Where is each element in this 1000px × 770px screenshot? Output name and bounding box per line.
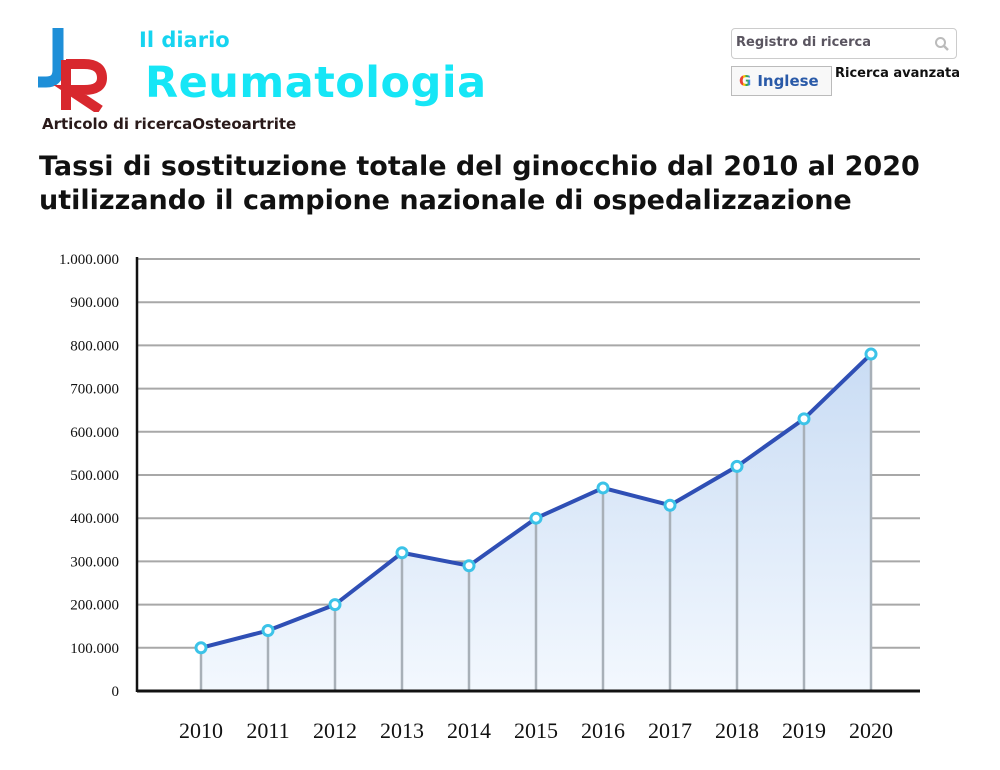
x-tick-label: 2017 xyxy=(648,718,692,743)
google-g-icon: G xyxy=(739,72,752,90)
y-tick-label: 0 xyxy=(112,684,120,700)
search-box[interactable] xyxy=(731,28,957,59)
x-tick-label: 2015 xyxy=(514,718,558,743)
journal-name[interactable]: Reumatologia xyxy=(145,58,487,108)
x-tick-label: 2010 xyxy=(179,718,223,743)
data-point xyxy=(596,481,610,495)
y-tick-label: 200.000 xyxy=(70,598,119,614)
x-tick-label: 2014 xyxy=(447,718,491,743)
data-point xyxy=(462,559,476,573)
y-tick-label: 800.000 xyxy=(70,338,119,354)
x-tick-label: 2019 xyxy=(782,718,826,743)
language-label: Inglese xyxy=(757,72,819,90)
x-tick-label: 2011 xyxy=(246,718,289,743)
data-point xyxy=(529,511,543,525)
y-tick-label: 400.000 xyxy=(70,511,119,527)
advanced-search-link[interactable]: Ricerca avanzata xyxy=(835,66,961,81)
data-point xyxy=(194,641,208,655)
y-tick-label: 500.000 xyxy=(70,468,119,484)
y-tick-label: 900.000 xyxy=(70,295,119,311)
x-tick-label: 2016 xyxy=(581,718,625,743)
y-tick-label: 100.000 xyxy=(70,641,119,657)
x-tick-label: 2013 xyxy=(380,718,424,743)
journal-logo xyxy=(38,28,108,112)
data-point xyxy=(797,412,811,426)
journal-subtitle: Il diario xyxy=(139,28,230,52)
chart-title: Tassi di sostituzione totale del ginocch… xyxy=(39,151,920,216)
y-tick-label: 600.000 xyxy=(70,425,119,441)
data-point xyxy=(730,459,744,473)
article-type: Articolo di ricercaOsteoartrite xyxy=(42,115,297,133)
y-tick-label: 700.000 xyxy=(70,382,119,398)
x-tick-label: 2020 xyxy=(849,718,893,743)
data-point xyxy=(663,498,677,512)
x-tick-label: 2012 xyxy=(313,718,357,743)
y-tick-label: 300.000 xyxy=(70,554,119,570)
data-point xyxy=(395,546,409,560)
search-icon[interactable] xyxy=(934,36,950,52)
chart: 0 100.000 200.000 300.000 400.000 500.000 600.… xyxy=(59,252,920,743)
data-point xyxy=(261,624,275,638)
search-input[interactable] xyxy=(736,35,926,50)
y-tick-label: 1.000.000 xyxy=(59,252,119,268)
x-tick-label: 2018 xyxy=(715,718,759,743)
data-point xyxy=(864,347,878,361)
data-point xyxy=(328,598,342,612)
language-button[interactable]: G Inglese xyxy=(731,66,832,96)
